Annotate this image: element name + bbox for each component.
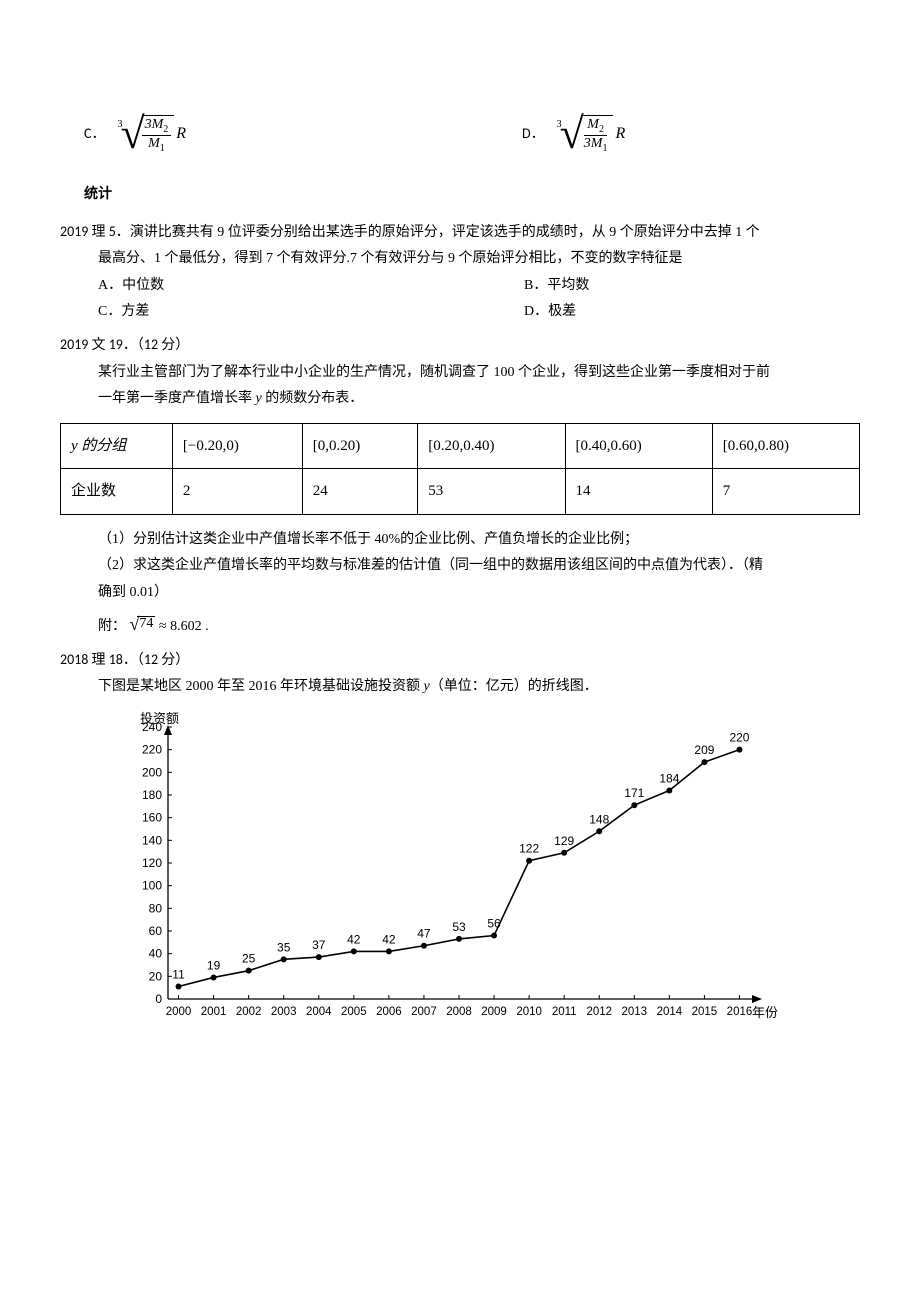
q2-stem1: 某行业主管部门为了解本行业中小企业的生产情况，随机调查了 100 个企业，得到这… — [60, 360, 860, 387]
svg-text:37: 37 — [312, 938, 326, 952]
svg-text:56: 56 — [487, 916, 501, 930]
svg-text:47: 47 — [417, 927, 431, 941]
svg-text:2005: 2005 — [341, 1006, 367, 1018]
option-d-label: D． — [522, 121, 545, 148]
svg-text:42: 42 — [347, 932, 361, 946]
svg-text:2008: 2008 — [446, 1006, 472, 1018]
svg-text:180: 180 — [142, 788, 162, 802]
table-row: y 的分组 [−0.20,0) [0,0.20) [0.20,0.40) [0.… — [61, 423, 860, 469]
svg-text:2011: 2011 — [552, 1006, 577, 1018]
svg-text:100: 100 — [142, 879, 162, 893]
svg-text:2014: 2014 — [657, 1006, 683, 1018]
table-row: 企业数 2 24 53 14 7 — [61, 469, 860, 515]
svg-text:53: 53 — [452, 920, 466, 934]
q2-appendix: 附： √74 ≈ 8.602 . — [60, 607, 860, 641]
svg-text:2012: 2012 — [586, 1006, 612, 1018]
q2-header: 2019 文 19．（12 分） — [60, 332, 860, 360]
svg-text:122: 122 — [519, 842, 539, 856]
svg-text:2009: 2009 — [481, 1006, 507, 1018]
q1-option-b: B．平均数 — [434, 273, 860, 300]
svg-text:投资额: 投资额 — [140, 711, 179, 726]
q2-sub2a: （2）求这类企业产值增长率的平均数与标准差的估计值（同一组中的数据用该组区间的中… — [60, 553, 860, 580]
svg-text:220: 220 — [142, 743, 162, 757]
q3-stem: 下图是某地区 2000 年至 2016 年环境基础设施投资额 y（单位：亿元）的… — [60, 674, 860, 701]
svg-text:2006: 2006 — [376, 1006, 402, 1018]
q3-header: 2018 理 18．（12 分） — [60, 647, 860, 675]
svg-text:171: 171 — [624, 786, 644, 800]
svg-text:2013: 2013 — [622, 1006, 648, 1018]
svg-text:年份: 年份 — [752, 1005, 778, 1020]
svg-text:2016: 2016 — [727, 1006, 753, 1018]
svg-text:11: 11 — [172, 967, 185, 981]
frequency-table: y 的分组 [−0.20,0) [0,0.20) [0.20,0.40) [0.… — [60, 423, 860, 515]
svg-text:25: 25 — [242, 952, 256, 966]
svg-text:2007: 2007 — [411, 1006, 437, 1018]
svg-text:60: 60 — [149, 924, 163, 938]
svg-text:40: 40 — [149, 947, 163, 961]
q1-option-c: C．方差 — [98, 299, 434, 326]
q2-sub1: （1）分别估计这类企业中产值增长率不低于 40%的企业比例、产值负增长的企业比例… — [60, 527, 860, 554]
section-heading: 统计 — [60, 182, 860, 209]
formula-d: 3 √ M2 3M1 R — [557, 110, 626, 158]
svg-text:20: 20 — [149, 969, 163, 983]
svg-text:19: 19 — [207, 958, 221, 972]
svg-text:2000: 2000 — [166, 1006, 192, 1018]
svg-text:209: 209 — [694, 743, 714, 757]
svg-text:2004: 2004 — [306, 1006, 332, 1018]
svg-text:80: 80 — [149, 901, 163, 915]
q2-sub2b: 确到 0.01） — [60, 580, 860, 607]
svg-text:220: 220 — [729, 731, 749, 745]
svg-text:160: 160 — [142, 811, 162, 825]
svg-text:2001: 2001 — [201, 1006, 227, 1018]
svg-text:148: 148 — [589, 812, 609, 826]
svg-text:0: 0 — [155, 992, 162, 1006]
svg-text:200: 200 — [142, 765, 162, 779]
svg-text:120: 120 — [142, 856, 162, 870]
svg-text:35: 35 — [277, 940, 291, 954]
svg-text:129: 129 — [554, 834, 574, 848]
formula-c: 3 √ 3M2 M1 R — [117, 110, 186, 158]
svg-text:184: 184 — [659, 771, 679, 785]
q1-option-d: D．极差 — [434, 299, 860, 326]
investment-line-chart: 020406080100120140160180200220240投资额年份11… — [120, 709, 780, 1029]
svg-text:2010: 2010 — [516, 1006, 542, 1018]
svg-text:2002: 2002 — [236, 1006, 262, 1018]
sqrt-icon: √74 — [130, 607, 156, 641]
q1-option-a: A．中位数 — [98, 273, 434, 300]
svg-text:42: 42 — [382, 932, 396, 946]
option-c-label: C． — [84, 121, 105, 148]
svg-text:2003: 2003 — [271, 1006, 297, 1018]
q2-stem2: 一年第一季度产值增长率 y 的频数分布表． — [60, 386, 860, 413]
q1-stem: 2019 理 5．演讲比赛共有 9 位评委分别给出某选手的原始评分，评定该选手的… — [60, 219, 860, 247]
svg-text:2015: 2015 — [692, 1006, 718, 1018]
svg-text:140: 140 — [142, 833, 162, 847]
